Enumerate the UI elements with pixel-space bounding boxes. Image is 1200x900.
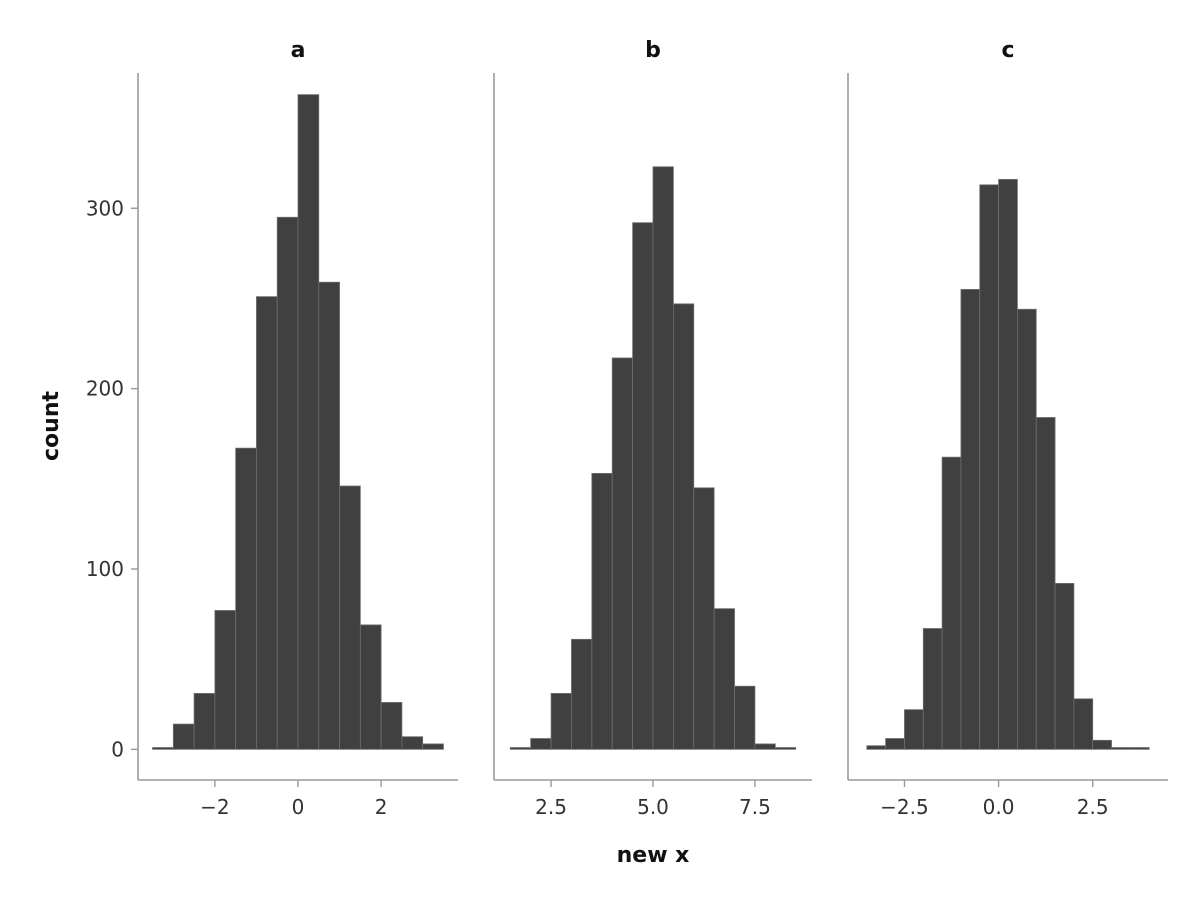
histogram-bar	[1129, 747, 1150, 750]
histogram-bar	[632, 222, 654, 750]
histogram-bar	[774, 747, 797, 750]
x-axis-title: new x	[617, 843, 690, 868]
histogram-bar	[652, 166, 674, 750]
histogram-bar	[256, 296, 278, 750]
histogram-bar	[571, 638, 593, 750]
x-tick-label: 7.5	[739, 795, 771, 819]
histogram-bar	[1035, 417, 1056, 750]
histogram-bar	[1054, 583, 1075, 750]
y-tick-label: 0	[111, 737, 124, 761]
histogram-bar	[235, 447, 257, 750]
histogram-bar	[1111, 747, 1131, 750]
x-tick-label: 2.5	[535, 795, 567, 819]
histogram-bar	[941, 456, 962, 750]
histogram-bar	[904, 709, 924, 750]
histogram-bar	[713, 608, 735, 750]
x-tick-label: 5.0	[637, 795, 669, 819]
histogram-bar	[380, 702, 403, 750]
y-tick-label: 200	[86, 377, 124, 401]
histogram-bar	[193, 693, 216, 750]
histogram-bar	[693, 487, 715, 750]
histogram-bar	[152, 747, 174, 750]
facet-title-a: a	[291, 38, 306, 63]
histogram-bar	[401, 736, 424, 750]
histogram-bar	[1073, 698, 1094, 750]
x-tick-label: 0	[292, 795, 305, 819]
histogram-bar	[866, 745, 887, 750]
histogram-bar	[1092, 739, 1112, 750]
histogram-bar	[276, 216, 299, 750]
x-tick-label: 0.0	[983, 795, 1015, 819]
x-tick-label: −2.5	[880, 795, 929, 819]
histogram-bar	[1017, 308, 1037, 750]
y-tick-label: 100	[86, 557, 124, 581]
facet-title-c: c	[1001, 38, 1014, 63]
histogram-bar	[297, 94, 320, 750]
histogram-bar	[754, 743, 776, 750]
y-tick-label: 300	[86, 196, 124, 220]
x-tick-label: −2	[200, 795, 229, 819]
y-axis-title: count	[39, 391, 64, 461]
histogram-bar	[214, 610, 237, 750]
histogram-bar	[998, 179, 1018, 750]
histogram-bar	[734, 685, 756, 750]
histogram-bar	[885, 738, 905, 750]
histogram-bar	[509, 747, 532, 750]
histogram-bar	[672, 303, 695, 750]
histogram-bar	[922, 628, 943, 750]
histogram-bar	[172, 723, 195, 750]
histogram-bar	[530, 738, 552, 750]
histogram-bar	[318, 281, 340, 750]
facet-title-b: b	[645, 38, 661, 63]
histogram-bar	[339, 485, 361, 750]
histogram-bar	[359, 624, 382, 750]
x-tick-label: 2	[375, 795, 388, 819]
x-tick-label: 2.5	[1077, 795, 1109, 819]
histogram-bar	[422, 743, 444, 750]
histogram-bar	[979, 184, 999, 750]
histogram-bar	[550, 693, 572, 750]
histogram-bar	[960, 289, 981, 750]
histogram-bar	[591, 472, 613, 750]
histogram-bar	[611, 357, 634, 750]
